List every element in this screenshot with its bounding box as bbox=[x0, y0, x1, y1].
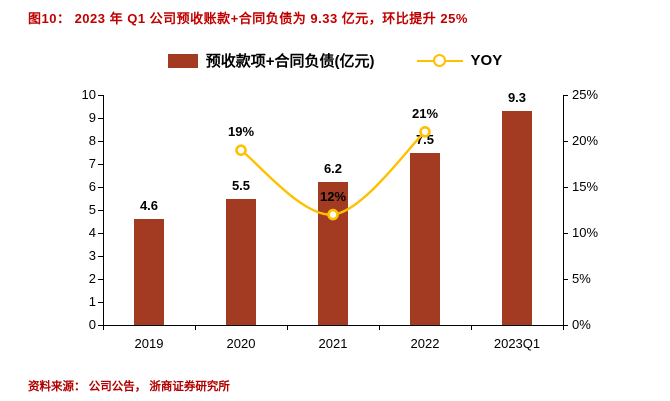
left-axis-tick bbox=[98, 233, 103, 234]
x-axis-tick bbox=[103, 325, 104, 330]
line-series-swatch bbox=[416, 53, 463, 68]
bar bbox=[410, 152, 440, 325]
bar-value-label: 5.5 bbox=[231, 177, 251, 193]
x-axis-tick bbox=[563, 325, 564, 330]
legend-item-line: YOY bbox=[416, 52, 503, 69]
left-axis-tick-label: 0 bbox=[88, 317, 96, 332]
chart-legend: 预收款项+合同负债(亿元) YOY bbox=[0, 50, 670, 71]
yoy-point-marker-icon bbox=[327, 208, 339, 221]
left-axis-tick-label: 9 bbox=[88, 110, 96, 125]
right-axis-tick bbox=[563, 141, 568, 142]
yoy-point-marker-icon bbox=[419, 126, 431, 138]
right-axis-tick bbox=[563, 187, 568, 188]
yoy-point-label: 19% bbox=[227, 124, 255, 140]
left-axis-tick bbox=[98, 187, 103, 188]
bar-value-label: 4.6 bbox=[139, 198, 159, 214]
left-axis-tick-label: 1 bbox=[88, 294, 96, 309]
left-axis-tick-label: 3 bbox=[88, 248, 96, 263]
legend-label-line: YOY bbox=[470, 52, 503, 69]
figure-title: 图10： 2023 年 Q1 公司预收账款+合同负债为 9.33 亿元，环比提升… bbox=[28, 11, 468, 26]
x-axis-line bbox=[103, 325, 564, 326]
left-axis-tick bbox=[98, 302, 103, 303]
right-axis-tick bbox=[563, 325, 568, 326]
bar-value-label: 9.3 bbox=[507, 90, 527, 106]
right-axis-tick-label: 0% bbox=[572, 317, 591, 332]
right-axis-tick bbox=[563, 279, 568, 280]
bar bbox=[134, 219, 164, 325]
right-axis-tick bbox=[563, 95, 568, 96]
right-axis-tick-label: 20% bbox=[572, 133, 599, 148]
bar bbox=[318, 182, 348, 325]
x-axis-label: 2021 bbox=[318, 336, 348, 351]
left-axis-tick-label: 2 bbox=[88, 271, 96, 286]
left-axis-tick-label: 10 bbox=[81, 87, 96, 102]
x-axis-label: 2023Q1 bbox=[493, 336, 541, 351]
right-axis-tick bbox=[563, 233, 568, 234]
legend-item-bar: 预收款项+合同负债(亿元) bbox=[167, 50, 375, 71]
x-axis-tick bbox=[195, 325, 196, 330]
left-axis-tick-label: 7 bbox=[88, 156, 96, 171]
left-axis-tick bbox=[98, 164, 103, 165]
left-axis-tick bbox=[98, 279, 103, 280]
bar-value-label: 6.2 bbox=[323, 161, 343, 177]
left-axis-tick bbox=[98, 325, 103, 326]
right-axis-tick-label: 10% bbox=[572, 225, 599, 240]
right-axis-tick-label: 25% bbox=[572, 87, 599, 102]
yoy-point-label: 21% bbox=[411, 105, 439, 121]
left-axis-tick bbox=[98, 118, 103, 119]
left-axis-tick bbox=[98, 210, 103, 211]
right-axis-tick-label: 15% bbox=[572, 179, 599, 194]
left-axis-line bbox=[103, 95, 104, 326]
yoy-point-marker-icon bbox=[235, 144, 247, 156]
x-axis-label: 2019 bbox=[134, 336, 164, 351]
source-note: 资料来源： 公司公告， 浙商证券研究所 bbox=[28, 381, 230, 393]
bar bbox=[502, 111, 532, 325]
line-swatch-marker-icon bbox=[432, 53, 446, 67]
left-axis-tick bbox=[98, 95, 103, 96]
x-axis-tick bbox=[471, 325, 472, 330]
left-axis-tick-label: 8 bbox=[88, 133, 96, 148]
x-axis-tick bbox=[379, 325, 380, 330]
right-axis-line bbox=[563, 95, 564, 326]
x-axis-label: 2020 bbox=[226, 336, 256, 351]
right-axis-tick-label: 5% bbox=[572, 271, 591, 286]
left-axis-tick-label: 5 bbox=[88, 202, 96, 217]
x-axis-tick bbox=[287, 325, 288, 330]
bar-series-swatch bbox=[167, 53, 198, 68]
left-axis-tick-label: 4 bbox=[88, 225, 96, 240]
left-axis-tick-label: 6 bbox=[88, 179, 96, 194]
legend-label-bar: 预收款项+合同负债(亿元) bbox=[205, 53, 375, 70]
yoy-point-label: 12% bbox=[319, 188, 347, 204]
bar bbox=[226, 198, 256, 325]
left-axis-tick bbox=[98, 141, 103, 142]
left-axis-tick bbox=[98, 256, 103, 257]
x-axis-label: 2022 bbox=[410, 336, 440, 351]
